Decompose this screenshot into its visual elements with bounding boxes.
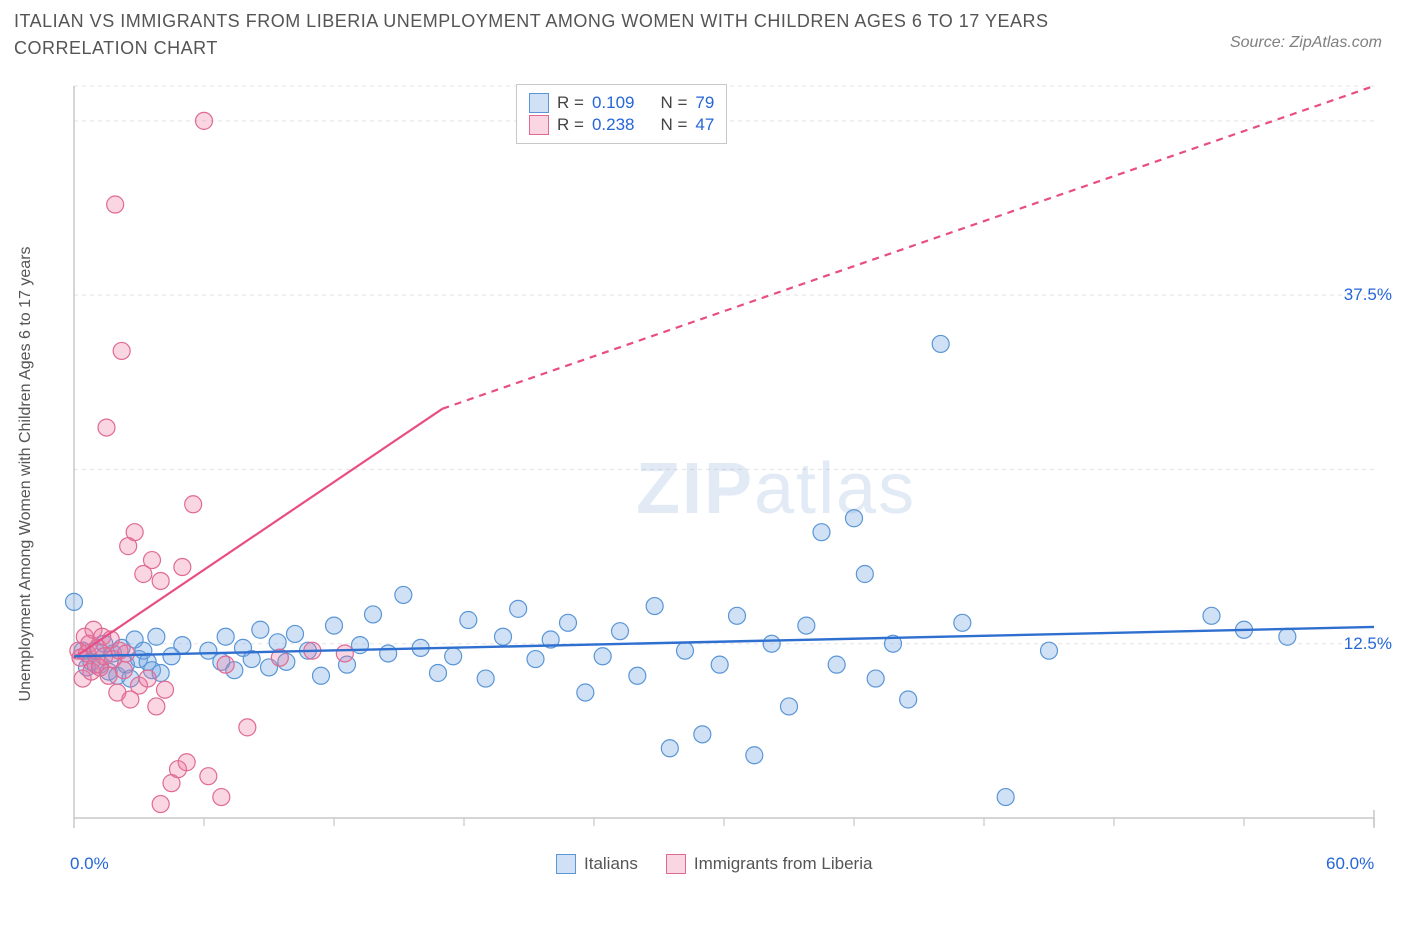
chart-container: Unemployment Among Women with Children A… xyxy=(36,78,1390,870)
series2-swatch-bottom xyxy=(666,854,686,874)
y-tick-label: 12.5% xyxy=(1344,634,1392,654)
series1-label: Italians xyxy=(584,854,638,874)
series1-swatch xyxy=(529,93,549,113)
chart-title: ITALIAN VS IMMIGRANTS FROM LIBERIA UNEMP… xyxy=(14,8,1114,62)
series2-swatch xyxy=(529,115,549,135)
series-legend: Italians Immigrants from Liberia xyxy=(556,854,872,874)
y-tick-label: 37.5% xyxy=(1344,285,1392,305)
correlation-legend: R = 0.109 N = 79 R = 0.238 N = 47 xyxy=(516,84,727,144)
x-axis-min-label: 0.0% xyxy=(70,854,109,874)
series1-swatch-bottom xyxy=(556,854,576,874)
scatter-plot xyxy=(64,78,1390,848)
y-axis-label: Unemployment Among Women with Children A… xyxy=(17,246,35,701)
source-attribution: Source: ZipAtlas.com xyxy=(1230,34,1382,52)
series2-label: Immigrants from Liberia xyxy=(694,854,873,874)
x-axis-max-label: 60.0% xyxy=(1326,854,1374,874)
